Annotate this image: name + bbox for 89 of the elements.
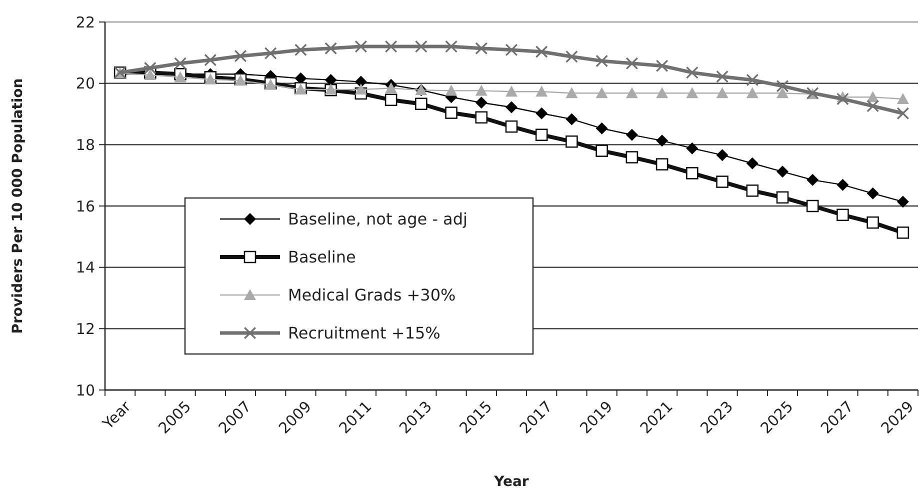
point bbox=[445, 84, 458, 96]
point bbox=[566, 113, 578, 126]
point bbox=[836, 178, 849, 191]
y-axis-title: Providers Per 10 000 Population bbox=[10, 78, 26, 334]
point bbox=[596, 144, 608, 157]
point bbox=[746, 87, 758, 98]
point bbox=[234, 50, 246, 62]
legend-label: Medical Grads +30% bbox=[288, 286, 456, 305]
point bbox=[596, 122, 608, 134]
point bbox=[716, 70, 728, 83]
point bbox=[716, 149, 728, 162]
point bbox=[896, 92, 909, 104]
legend-label: Baseline, not age - adj bbox=[288, 210, 468, 229]
point bbox=[324, 42, 337, 54]
point bbox=[536, 46, 548, 58]
point bbox=[686, 66, 698, 79]
point bbox=[445, 40, 458, 53]
point bbox=[596, 54, 608, 67]
point bbox=[686, 87, 698, 98]
point bbox=[626, 128, 638, 141]
point bbox=[686, 167, 698, 180]
point bbox=[354, 40, 367, 53]
point bbox=[144, 62, 156, 74]
point bbox=[415, 98, 428, 110]
point bbox=[626, 151, 638, 164]
point bbox=[656, 134, 668, 147]
y-tick-label: 18 bbox=[76, 136, 95, 154]
x-axis-title: Year bbox=[493, 474, 529, 490]
point bbox=[836, 208, 849, 222]
point bbox=[716, 87, 728, 98]
point bbox=[596, 87, 608, 98]
point bbox=[806, 200, 819, 212]
point bbox=[506, 86, 518, 97]
point bbox=[776, 87, 788, 98]
point bbox=[656, 60, 668, 72]
point bbox=[566, 50, 578, 63]
point bbox=[896, 107, 909, 120]
point bbox=[686, 142, 698, 154]
point bbox=[896, 226, 910, 239]
point bbox=[776, 80, 788, 92]
point bbox=[626, 57, 638, 70]
point bbox=[354, 83, 367, 94]
point bbox=[566, 135, 578, 148]
y-tick-label: 10 bbox=[76, 381, 95, 400]
point bbox=[385, 40, 398, 53]
point bbox=[294, 44, 307, 56]
point bbox=[656, 87, 668, 98]
point bbox=[776, 166, 788, 178]
point bbox=[776, 191, 789, 204]
point bbox=[866, 187, 879, 200]
point bbox=[144, 69, 156, 80]
point bbox=[506, 44, 518, 56]
point bbox=[746, 157, 758, 170]
point bbox=[866, 100, 879, 112]
point bbox=[626, 87, 638, 98]
point bbox=[566, 87, 578, 98]
legend-label: Baseline bbox=[288, 248, 356, 267]
y-tick-label: 20 bbox=[76, 74, 95, 93]
y-tick-label: 14 bbox=[76, 258, 95, 277]
point bbox=[536, 107, 548, 120]
point bbox=[836, 92, 849, 105]
point bbox=[536, 86, 548, 97]
point bbox=[746, 184, 759, 197]
x-tick-label: Year bbox=[98, 396, 135, 434]
legend-label: Recruitment +15% bbox=[288, 324, 440, 343]
point bbox=[746, 74, 758, 86]
point bbox=[445, 106, 458, 119]
point bbox=[475, 111, 488, 124]
point bbox=[506, 101, 518, 114]
point bbox=[475, 84, 488, 96]
point bbox=[535, 128, 548, 142]
y-tick-label: 16 bbox=[76, 197, 95, 216]
point bbox=[174, 71, 186, 82]
point bbox=[716, 176, 728, 188]
point bbox=[896, 196, 909, 208]
point bbox=[866, 216, 879, 229]
point bbox=[475, 96, 488, 109]
point bbox=[384, 94, 398, 106]
point bbox=[415, 40, 428, 53]
point bbox=[806, 174, 819, 186]
point bbox=[204, 54, 216, 66]
y-tick-label: 12 bbox=[76, 320, 95, 338]
point bbox=[505, 120, 518, 133]
point bbox=[475, 42, 488, 54]
point bbox=[656, 158, 668, 170]
y-tick-label: 22 bbox=[76, 13, 95, 32]
point bbox=[174, 57, 186, 70]
point bbox=[264, 47, 277, 60]
point bbox=[385, 82, 398, 94]
